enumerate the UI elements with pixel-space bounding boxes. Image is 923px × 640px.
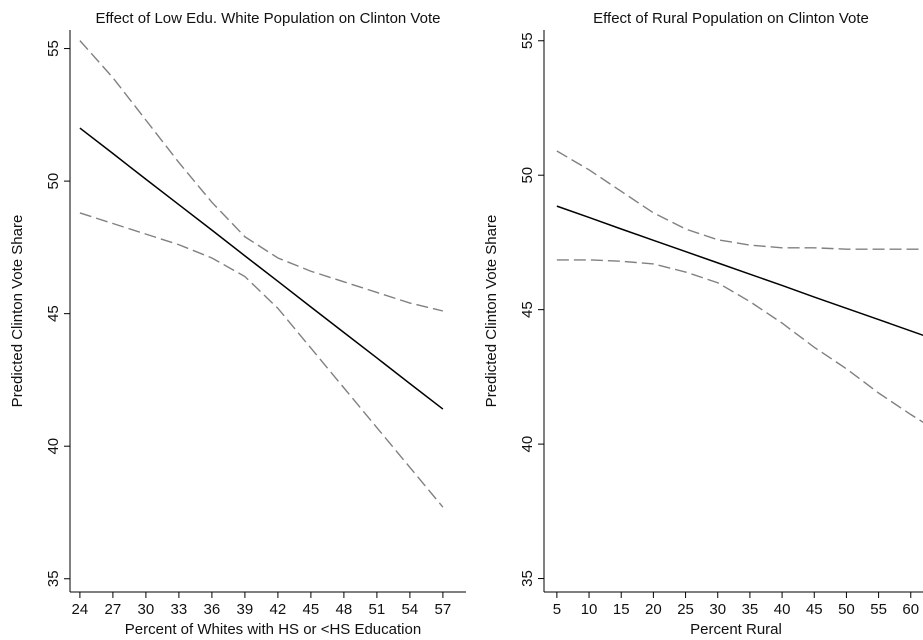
line bbox=[556, 150, 923, 250]
y-tick-label: 35 bbox=[45, 570, 62, 587]
x-axis-label: Percent Rural bbox=[690, 621, 782, 638]
y-tick-label: 45 bbox=[519, 301, 536, 318]
y-tick-label: 55 bbox=[45, 40, 62, 57]
x-tick-label: 39 bbox=[237, 601, 254, 618]
x-tick-label: 45 bbox=[303, 601, 320, 618]
line bbox=[79, 127, 444, 410]
x-tick-label: 33 bbox=[171, 601, 188, 618]
x-tick-label: 36 bbox=[204, 601, 221, 618]
y-tick-label: 50 bbox=[45, 173, 62, 190]
chart-title: Effect of Rural Population on Clinton Vo… bbox=[593, 10, 869, 27]
y-axis-label: Predicted Clinton Vote Share bbox=[483, 215, 500, 408]
x-axis-label: Percent of Whites with HS or <HS Educati… bbox=[125, 621, 421, 638]
x-tick-label: 25 bbox=[677, 601, 694, 618]
chart-title: Effect of Low Edu. White Population on C… bbox=[96, 10, 441, 27]
y-axis-label: Predicted Clinton Vote Share bbox=[9, 215, 26, 408]
x-tick-label: 10 bbox=[581, 601, 598, 618]
y-tick-label: 40 bbox=[45, 438, 62, 455]
line bbox=[556, 259, 923, 424]
x-tick-label: 24 bbox=[72, 601, 89, 618]
x-tick-label: 40 bbox=[774, 601, 791, 618]
line bbox=[79, 212, 444, 508]
x-tick-label: 60 bbox=[902, 601, 919, 618]
x-tick-label: 55 bbox=[870, 601, 887, 618]
line bbox=[556, 205, 923, 337]
x-tick-label: 30 bbox=[138, 601, 155, 618]
x-tick-label: 42 bbox=[270, 601, 287, 618]
x-tick-label: 30 bbox=[709, 601, 726, 618]
y-tick-label: 40 bbox=[519, 436, 536, 453]
line bbox=[79, 40, 444, 312]
x-tick-label: 51 bbox=[369, 601, 386, 618]
y-tick-label: 50 bbox=[519, 167, 536, 184]
x-tick-label: 27 bbox=[105, 601, 122, 618]
x-tick-label: 50 bbox=[838, 601, 855, 618]
x-tick-label: 20 bbox=[645, 601, 662, 618]
x-tick-label: 5 bbox=[553, 601, 561, 618]
x-tick-label: 57 bbox=[435, 601, 452, 618]
x-tick-label: 15 bbox=[613, 601, 630, 618]
y-tick-label: 55 bbox=[519, 32, 536, 49]
x-tick-label: 35 bbox=[742, 601, 759, 618]
x-tick-label: 48 bbox=[336, 601, 353, 618]
y-tick-label: 45 bbox=[45, 305, 62, 322]
x-tick-label: 45 bbox=[806, 601, 823, 618]
x-tick-label: 54 bbox=[402, 601, 419, 618]
y-tick-label: 35 bbox=[519, 570, 536, 587]
